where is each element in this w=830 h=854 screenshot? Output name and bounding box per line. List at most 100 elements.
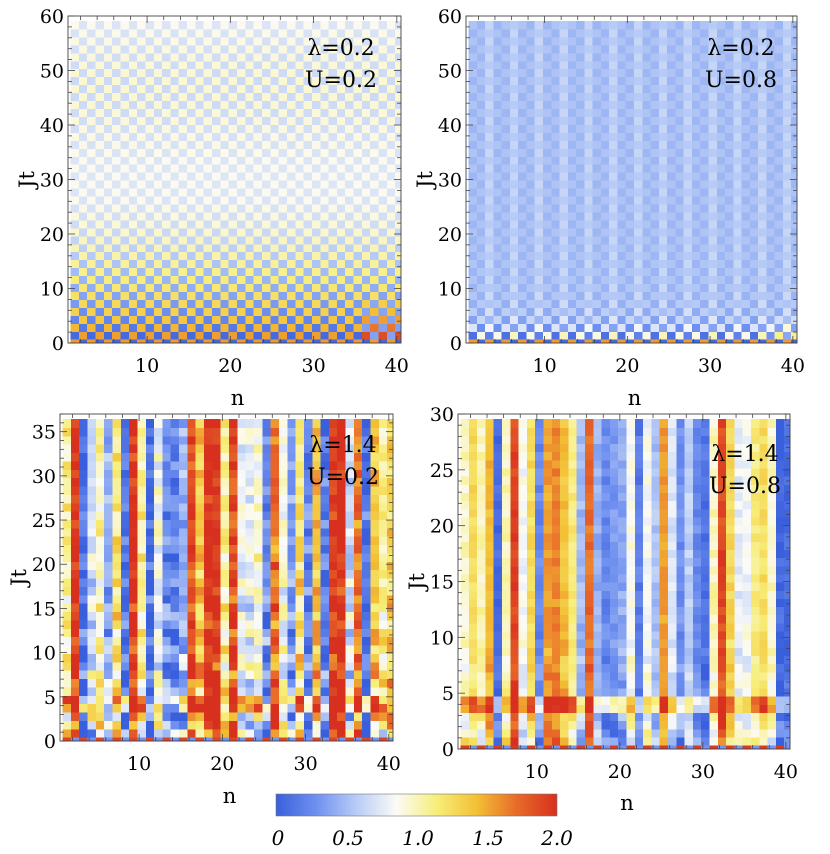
heatmap-cell xyxy=(551,148,561,157)
heatmap-cell xyxy=(774,108,784,117)
heatmap-cell xyxy=(95,544,105,554)
heatmap-cell xyxy=(534,259,544,269)
heatmap-cell xyxy=(162,20,171,30)
heatmap-cell xyxy=(179,670,188,680)
heatmap-cell xyxy=(782,140,792,149)
heatmap-cell xyxy=(576,339,585,344)
heatmap-cell xyxy=(278,140,288,149)
heatmap-cell xyxy=(708,36,718,46)
heatmap-cell xyxy=(137,156,147,165)
heatmap-cell xyxy=(345,418,355,428)
heatmap-cell xyxy=(609,267,619,277)
heatmap-cell xyxy=(749,156,759,165)
heatmap-cell xyxy=(691,20,701,30)
heatmap-cell xyxy=(791,92,798,102)
heatmap-cell xyxy=(617,124,627,133)
heatmap-cell xyxy=(576,68,585,78)
heatmap-cell xyxy=(749,20,759,30)
heatmap-cell xyxy=(270,68,280,78)
heatmap-cell xyxy=(559,132,569,141)
heatmap-cell xyxy=(103,339,113,344)
heatmap-cell xyxy=(658,291,668,300)
heatmap-cell xyxy=(345,219,355,229)
heatmap-cell xyxy=(103,251,113,261)
heatmap-cell xyxy=(187,578,197,587)
heatmap-cell xyxy=(758,235,768,245)
heatmap-cell xyxy=(782,187,792,197)
heatmap-cell xyxy=(78,60,88,70)
heatmap-cell xyxy=(311,203,321,213)
heatmap-cell xyxy=(87,586,97,596)
heatmap-cell xyxy=(278,259,288,269)
y-tick-label: 0 xyxy=(450,333,462,355)
heatmap-cell xyxy=(220,307,230,316)
heatmap-cell xyxy=(370,661,380,671)
heatmap-cell xyxy=(253,331,263,340)
heatmap-cell xyxy=(584,100,594,110)
heatmap-cell xyxy=(551,100,561,110)
heatmap-cell xyxy=(153,251,163,261)
heatmap-cell xyxy=(766,100,776,110)
heatmap-cell xyxy=(228,211,238,221)
heatmap-cell xyxy=(170,84,180,94)
heatmap-cell xyxy=(353,511,363,520)
heatmap-cell xyxy=(245,661,255,671)
heatmap-cell xyxy=(716,132,726,141)
heatmap-cell xyxy=(518,148,528,157)
heatmap-cell xyxy=(782,299,792,308)
heatmap-cell xyxy=(345,180,355,189)
heatmap-cell xyxy=(526,323,536,332)
heatmap-cell xyxy=(700,52,710,62)
heatmap-cell xyxy=(120,427,130,437)
heatmap-cell xyxy=(112,148,122,157)
heatmap-cell xyxy=(195,259,205,269)
heatmap-cell xyxy=(675,84,685,94)
heatmap-cell xyxy=(361,243,371,253)
heatmap-cell xyxy=(584,291,594,300)
heatmap-cell xyxy=(766,116,776,125)
heatmap-cell xyxy=(551,164,561,173)
heatmap-cell xyxy=(153,156,163,165)
heatmap-cell xyxy=(328,435,338,445)
heatmap-cell xyxy=(170,68,180,78)
heatmap-cell xyxy=(187,172,196,181)
heatmap-cell xyxy=(112,331,122,340)
heatmap-cell xyxy=(228,52,238,62)
heatmap-cell xyxy=(212,92,221,102)
heatmap-cell xyxy=(485,52,494,62)
heatmap-cell xyxy=(650,140,660,149)
heatmap-cell xyxy=(253,737,263,742)
u-annotation: U=0.2 xyxy=(305,68,377,93)
heatmap-cell xyxy=(303,132,313,141)
heatmap-cell xyxy=(708,52,718,62)
heatmap-cell xyxy=(95,156,105,165)
heatmap-cell xyxy=(195,339,205,344)
heatmap-cell xyxy=(220,251,230,261)
heatmap-cell xyxy=(70,628,80,638)
heatmap-cell xyxy=(501,100,511,110)
heatmap-cell xyxy=(320,108,330,117)
heatmap-cell xyxy=(716,124,726,133)
heatmap-cell xyxy=(295,132,305,141)
heatmap-cell xyxy=(336,68,346,78)
heatmap-cell xyxy=(567,44,577,54)
heatmap-cell xyxy=(683,116,693,125)
heatmap-cell xyxy=(320,494,330,504)
heatmap-cell xyxy=(328,339,338,344)
heatmap-cell xyxy=(286,299,296,308)
heatmap-cell xyxy=(749,331,759,340)
heatmap-cell xyxy=(733,156,743,165)
heatmap-cell xyxy=(741,219,751,229)
heatmap-cell xyxy=(203,76,213,86)
heatmap-cell xyxy=(353,653,363,663)
heatmap-cell xyxy=(691,100,701,110)
heatmap-cell xyxy=(725,243,734,253)
heatmap-cell xyxy=(353,561,363,571)
heatmap-cell xyxy=(178,259,188,269)
heatmap-cell xyxy=(782,323,792,332)
heatmap-cell xyxy=(245,187,255,197)
heatmap-cell xyxy=(195,460,205,470)
heatmap-cell xyxy=(749,52,759,62)
heatmap-cell xyxy=(328,427,338,437)
